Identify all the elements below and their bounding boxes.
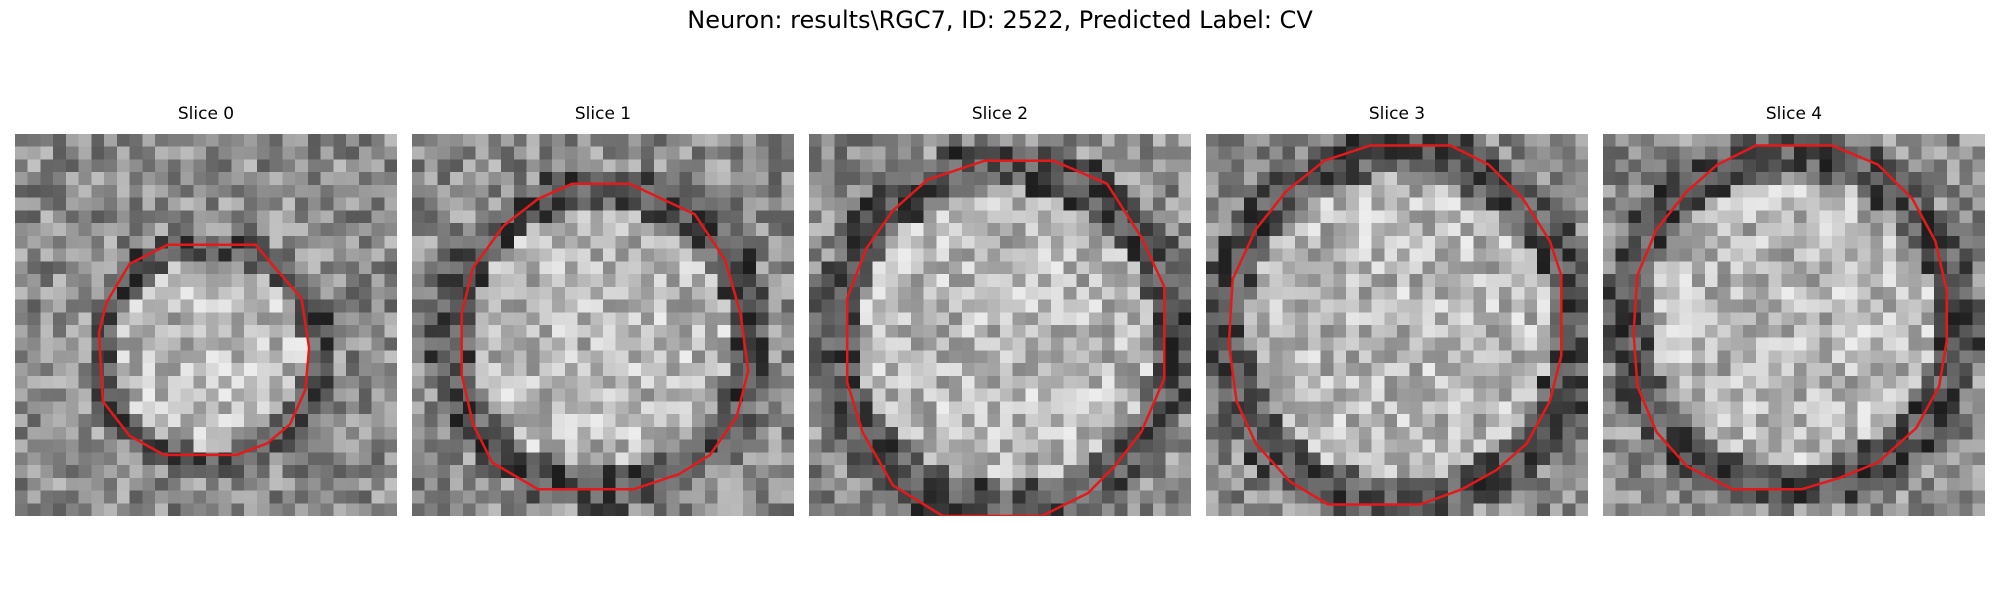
slice-image-4 [1603,134,1985,516]
slice-title-2: Slice 2 [971,104,1029,124]
slice-title-0: Slice 0 [177,104,235,124]
slice-image-2 [809,134,1191,516]
slice-panel-0: Slice 0 [15,104,397,516]
slice-contour-1 [460,182,750,491]
slice-title-3: Slice 3 [1368,104,1426,124]
slice-contour-3 [1227,144,1563,506]
slice-panel-2: Slice 2 [809,104,1191,516]
slice-title-4: Slice 4 [1765,104,1823,124]
slice-image-1 [412,134,794,516]
slice-contour-4 [1632,144,1949,491]
slice-panel-3: Slice 3 [1206,104,1588,516]
slice-image-0 [15,134,397,516]
slice-image-3 [1206,134,1588,516]
slice-panel-1: Slice 1 [412,104,794,516]
slice-contour-2 [845,159,1166,516]
slice-title-1: Slice 1 [574,104,632,124]
slice-panel-4: Slice 4 [1603,104,1985,516]
figure-title: Neuron: results\RGC7, ID: 2522, Predicte… [687,6,1313,34]
slice-contour-0 [97,243,311,457]
